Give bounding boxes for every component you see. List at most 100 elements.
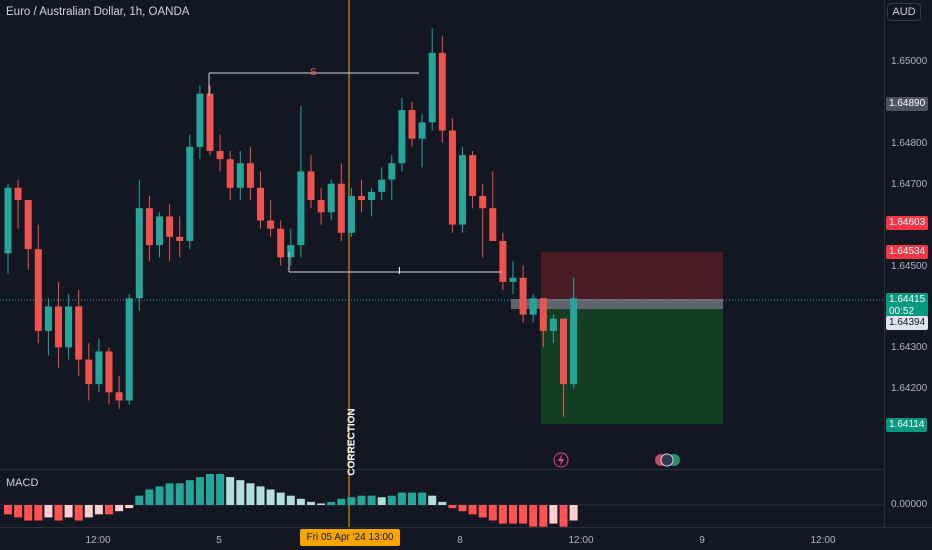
candle <box>297 105 305 258</box>
candle <box>257 171 264 229</box>
candle <box>287 228 295 266</box>
macd-bar <box>448 505 457 509</box>
time-label: 12:00 <box>810 535 836 546</box>
price-tick: 1.64700 <box>891 179 928 190</box>
macd-bar <box>145 489 154 505</box>
candle <box>317 187 325 225</box>
macd-bar <box>327 501 336 505</box>
entry-price-badge: 1.64394 <box>886 316 929 330</box>
macd-bar <box>24 505 33 521</box>
take-profit-zone[interactable] <box>541 309 723 424</box>
candle <box>438 36 446 143</box>
candle <box>75 290 83 376</box>
entry-line-zone <box>511 299 723 309</box>
macd-bar <box>347 497 356 505</box>
candles-group <box>4 28 578 417</box>
macd-bar <box>216 474 225 505</box>
stop-loss-zone[interactable] <box>541 252 723 301</box>
candle <box>135 179 143 311</box>
macd-bar <box>387 495 396 505</box>
candle <box>368 187 376 217</box>
candle <box>378 167 386 201</box>
lightning-icon[interactable] <box>553 452 569 468</box>
candle <box>509 261 517 295</box>
macd-bar <box>367 495 376 505</box>
macd-bar <box>478 505 487 518</box>
time-axis-separator <box>0 527 932 528</box>
s-level-annotation[interactable] <box>208 72 419 96</box>
macd-bar <box>226 477 235 505</box>
cursor-date-badge: Fri 05 Apr '24 13:00 <box>300 529 400 546</box>
macd-bar <box>266 489 275 505</box>
chart-title: Euro / Australian Dollar, 1h, OANDA <box>6 6 190 18</box>
currency-button[interactable]: AUD <box>887 3 921 21</box>
last-price-badge: 1.64415 00:52 <box>886 293 929 319</box>
candle <box>529 294 537 323</box>
macd-bar <box>428 495 437 505</box>
macd-bar <box>64 505 73 518</box>
candle <box>115 375 123 409</box>
macd-bar <box>296 498 305 505</box>
correction-label: CORRECTION <box>346 408 358 476</box>
price-tick: 1.64500 <box>891 261 928 272</box>
price-tick: 1.64800 <box>891 138 928 149</box>
candle <box>34 224 42 344</box>
macd-bar <box>519 505 528 524</box>
macd-bar <box>165 483 174 505</box>
candle <box>469 150 477 209</box>
candle <box>105 347 113 405</box>
candle <box>519 265 527 323</box>
macd-bar <box>408 492 416 505</box>
time-label: 8 <box>457 535 463 546</box>
candle <box>479 183 487 258</box>
macd-bar <box>317 503 326 505</box>
macd-bar <box>286 495 295 505</box>
macd-bar <box>195 477 204 505</box>
macd-bar <box>549 505 558 524</box>
s-level-label: S <box>310 67 317 78</box>
candle <box>226 150 234 201</box>
macd-bar <box>185 480 194 505</box>
candle <box>408 101 416 147</box>
candle <box>186 134 194 250</box>
macd-bar <box>155 486 164 505</box>
macd-label: MACD <box>6 477 39 489</box>
macd-bar <box>246 483 255 505</box>
macd-bar <box>94 505 103 515</box>
macd-bar <box>44 505 53 518</box>
candle <box>216 134 224 172</box>
candle <box>267 200 275 237</box>
candle <box>176 216 184 258</box>
candle <box>236 150 244 201</box>
macd-bar <box>135 495 144 505</box>
take-profit-badge: 1.64114 <box>886 418 928 432</box>
candle <box>196 85 204 160</box>
macd-bar <box>438 501 447 505</box>
earnings-icon[interactable] <box>655 453 680 467</box>
macd-bar <box>337 498 346 505</box>
macd-bar <box>539 505 548 527</box>
macd-bar <box>125 505 134 509</box>
macd-bar <box>307 501 315 505</box>
macd-bar <box>569 505 578 521</box>
macd-bar <box>54 505 63 521</box>
candle <box>337 163 345 241</box>
macd-bar <box>34 505 43 521</box>
candle <box>489 171 497 241</box>
candle <box>570 277 578 389</box>
candle <box>560 318 567 417</box>
price-tick: 1.65000 <box>891 56 928 67</box>
candle <box>499 232 507 291</box>
time-label: 5 <box>216 535 222 546</box>
macd-bar <box>529 505 538 527</box>
candle <box>277 220 285 266</box>
i-level-annotation[interactable] <box>288 252 502 273</box>
macd-bar <box>74 505 83 521</box>
time-label: 12:00 <box>568 535 594 546</box>
stop-loss-badge: 1.64534 <box>886 245 929 259</box>
macd-bar <box>276 492 285 505</box>
macd-bar <box>509 505 517 524</box>
i-level-label: I <box>398 266 401 277</box>
candle <box>4 183 12 274</box>
